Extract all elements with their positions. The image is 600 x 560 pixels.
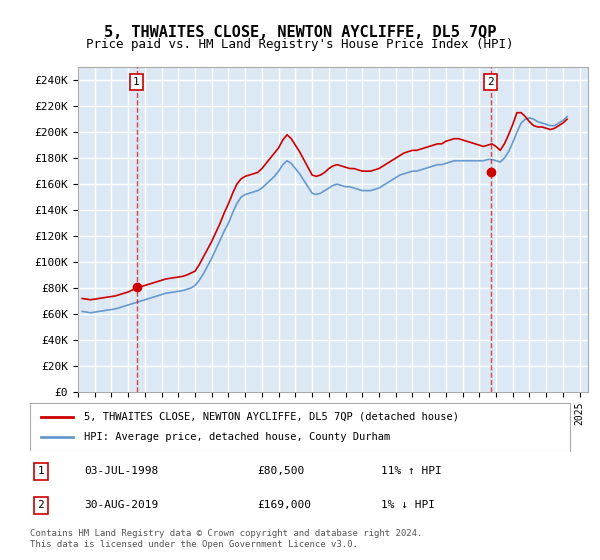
Text: 2: 2 bbox=[37, 501, 44, 510]
Text: £169,000: £169,000 bbox=[257, 501, 311, 510]
Text: 11% ↑ HPI: 11% ↑ HPI bbox=[381, 466, 442, 476]
Text: 1% ↓ HPI: 1% ↓ HPI bbox=[381, 501, 435, 510]
Text: Price paid vs. HM Land Registry's House Price Index (HPI): Price paid vs. HM Land Registry's House … bbox=[86, 38, 514, 51]
Text: 5, THWAITES CLOSE, NEWTON AYCLIFFE, DL5 7QP (detached house): 5, THWAITES CLOSE, NEWTON AYCLIFFE, DL5 … bbox=[84, 412, 459, 422]
Text: 1: 1 bbox=[133, 77, 140, 87]
Text: 2: 2 bbox=[487, 77, 494, 87]
Text: 5, THWAITES CLOSE, NEWTON AYCLIFFE, DL5 7QP: 5, THWAITES CLOSE, NEWTON AYCLIFFE, DL5 … bbox=[104, 25, 496, 40]
Text: Contains HM Land Registry data © Crown copyright and database right 2024.
This d: Contains HM Land Registry data © Crown c… bbox=[30, 529, 422, 549]
Text: 30-AUG-2019: 30-AUG-2019 bbox=[84, 501, 158, 510]
Text: £80,500: £80,500 bbox=[257, 466, 304, 476]
Text: HPI: Average price, detached house, County Durham: HPI: Average price, detached house, Coun… bbox=[84, 432, 390, 442]
Text: 03-JUL-1998: 03-JUL-1998 bbox=[84, 466, 158, 476]
Text: 1: 1 bbox=[37, 466, 44, 476]
